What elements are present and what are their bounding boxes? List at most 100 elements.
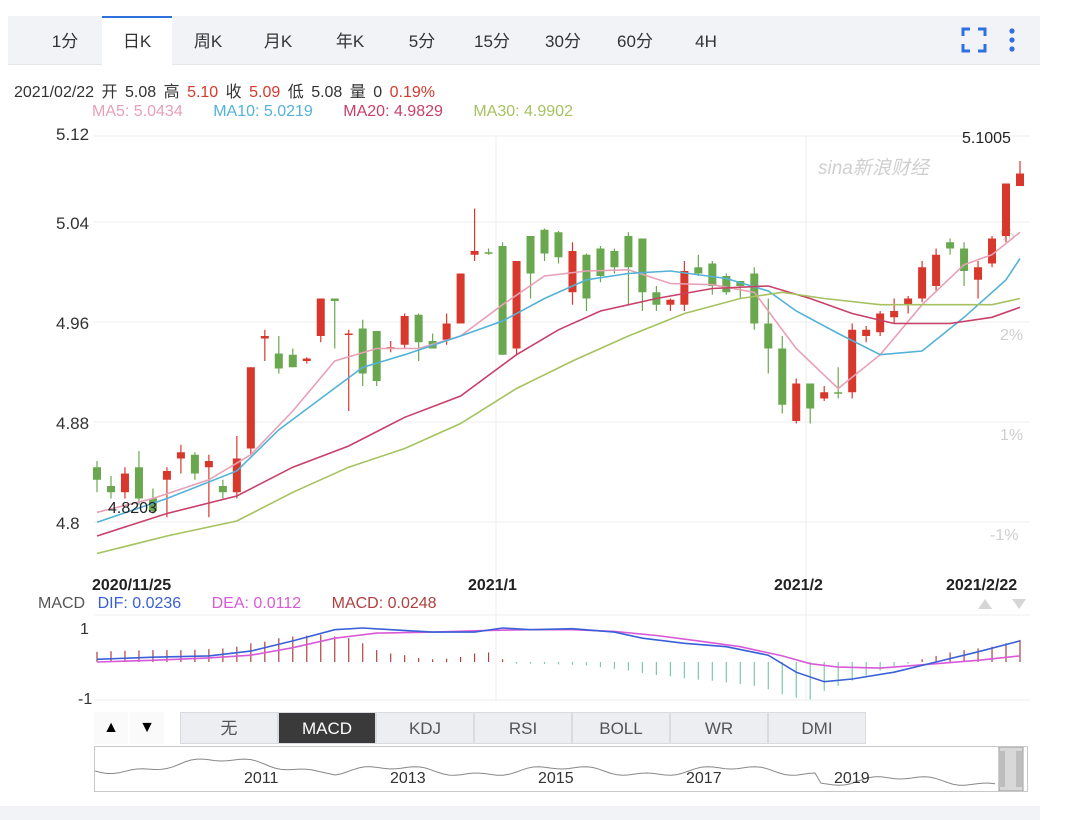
candle-13 [274,336,283,374]
open-value: 5.08 [125,84,157,101]
candle-63 [974,261,983,299]
tab-month-k[interactable]: 月K [263,32,293,51]
sina-watermark: sina新浪财经 [818,157,931,179]
candle-4 [148,488,157,514]
tab-15min[interactable]: 15分 [474,32,510,51]
tab-5min[interactable]: 5分 [408,32,436,51]
ma30-legend: MA30: 4.9902 [473,103,573,120]
macd-name: MACD [38,595,86,612]
min-annotation: 4.8203 [108,500,157,517]
ma5-legend: MA5: 5.0434 [92,103,183,120]
candle-28 [484,248,493,255]
candle-33 [554,231,563,264]
candle-18 [344,329,353,411]
indicator-dmi[interactable]: DMI [768,712,866,744]
candle-60 [932,248,941,293]
candle-42 [680,261,689,311]
ma20-legend: MA20: 4.9829 [343,103,443,120]
volume-label: 量 [349,84,366,101]
navigator-label-2017: 2017 [686,770,722,787]
tab-week-k[interactable]: 周K [193,32,223,51]
candle-66 [1016,161,1024,186]
candle-9 [218,479,227,499]
candle-65 [1002,183,1011,243]
candle-10 [232,436,241,499]
close-value: 5.09 [249,84,281,101]
dea-legend: DEA: 0.0112 [211,595,302,612]
navigator-label-2019: 2019 [834,770,870,787]
dif-line [96,627,1021,683]
y-tick-label-3: 4.88 [56,414,89,433]
candle-41 [666,298,675,311]
candle-32 [540,228,549,261]
indicator-rsi[interactable]: RSI [474,712,572,744]
candle-22 [400,313,409,349]
ma-series-ma20 [96,285,1021,537]
max-annotation: 5.1005 [962,130,1011,147]
navigator-label-2013: 2013 [390,770,426,787]
candle-52 [820,386,829,401]
candle-43 [694,254,703,276]
range-navigator[interactable] [94,746,1028,792]
ma10-legend: MA10: 5.0219 [213,103,313,120]
dif-legend: DIF: 0.0236 [97,595,182,612]
tab-60min[interactable]: 60分 [617,32,653,51]
x-label-2: 2021/2 [774,577,823,594]
tab-4h[interactable]: 4H [695,32,717,51]
right-tick-label-2: 1% [1000,427,1023,444]
candle-26 [456,273,465,324]
macd-scroll-arrows[interactable] [976,596,1028,612]
candle-17 [330,298,339,349]
indicator-boll[interactable]: BOLL [572,712,670,744]
candle-47 [750,267,759,330]
candle-7 [190,452,199,480]
indicator-wr[interactable]: WR [670,712,768,744]
macd-legend: MACD DIF: 0.0236 DEA: 0.0112 MACD: 0.024… [38,595,441,613]
volume-value: 0 [373,84,383,101]
candle-8 [204,454,213,518]
tab-year-k[interactable]: 年K [335,32,365,51]
macd-y-tick-0: 1 [80,621,89,638]
x-label-1: 2021/1 [468,577,517,594]
x-label-3: 2021/2/22 [946,577,1017,594]
more-options-icon[interactable] [1004,26,1020,54]
candle-34 [568,242,577,305]
y-tick-label-4: 4.8 [56,514,80,533]
candle-31 [526,236,535,299]
tab-day-k[interactable]: 日K [102,16,172,65]
navigator-handle-grip-right[interactable] [1016,751,1022,787]
candle-56 [876,311,885,336]
candle-57 [890,298,899,324]
indicator-none[interactable]: 无 [180,712,278,744]
candle-21 [386,341,395,353]
navigator-label-2011: 2011 [244,770,279,787]
candle-55 [862,326,871,343]
high-label: 高 [163,84,180,101]
navigator-handle-grip-left[interactable] [999,751,1005,787]
tab-30min[interactable]: 30分 [545,32,581,51]
candle-54 [848,323,857,399]
indicator-tab-bar: 无 MACD KDJ RSI BOLL WR DMI [180,712,866,744]
fullscreen-icon[interactable] [960,26,988,54]
candle-0 [93,461,101,493]
tab-1min[interactable]: 1分 [51,32,79,51]
y-tick-label-1: 5.04 [56,214,89,233]
candle-23 [414,313,423,361]
ma-series-ma10 [96,258,1021,524]
indicator-kdj[interactable]: KDJ [376,712,474,744]
candle-49 [778,336,787,414]
bottom-strip [0,806,1040,820]
open-label: 开 [101,84,118,101]
close-label: 收 [225,84,242,101]
indicator-macd[interactable]: MACD [278,712,376,744]
candle-36 [596,246,605,283]
candle-35 [582,253,591,311]
scroll-up-button[interactable]: ▲ [94,712,128,744]
ma-series-ma5 [96,231,1021,514]
candle-30 [512,261,521,355]
right-tick-label-3: -1% [990,527,1018,544]
candle-16 [316,298,325,343]
scroll-down-button[interactable]: ▼ [130,712,164,744]
y-tick-label-2: 4.96 [56,314,89,333]
